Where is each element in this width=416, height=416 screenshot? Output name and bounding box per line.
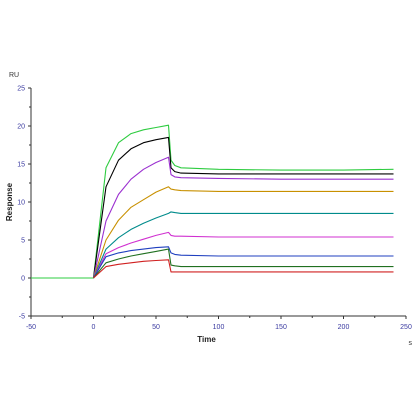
y-tick-label: 5 <box>21 238 25 245</box>
x-tick-label: 100 <box>213 324 225 331</box>
series-group <box>31 124 394 279</box>
x-axis-title: Time <box>197 335 216 344</box>
series-line-6 <box>93 231 394 279</box>
y-tick-label: 20 <box>17 124 25 131</box>
x-tick-label: 0 <box>92 324 96 331</box>
x-unit-label: s <box>409 340 413 347</box>
series-line-9 <box>93 259 394 279</box>
x-tick-label: 150 <box>275 324 287 331</box>
series-line-7 <box>93 246 394 279</box>
series-line-1 <box>31 124 394 279</box>
series-line-3 <box>92 156 394 279</box>
y-tick-label: 0 <box>21 276 25 283</box>
x-tick-label: 250 <box>400 324 412 331</box>
y-tick-label: -5 <box>19 314 25 321</box>
x-tick-label: 200 <box>338 324 350 331</box>
plot-frame <box>30 88 406 317</box>
series-line-8 <box>93 248 394 279</box>
series-line-5 <box>92 211 394 279</box>
x-tick-label: -50 <box>26 324 36 331</box>
y-tick-label: 15 <box>17 162 25 169</box>
series-line-4 <box>92 186 394 279</box>
y-tick-label: 10 <box>17 200 25 207</box>
y-tick-label: 25 <box>17 86 25 93</box>
series-line-2 <box>92 136 394 279</box>
x-tick-label: 50 <box>152 324 160 331</box>
y-axis-title: Response <box>5 182 14 221</box>
y-unit-label: RU <box>9 72 19 79</box>
